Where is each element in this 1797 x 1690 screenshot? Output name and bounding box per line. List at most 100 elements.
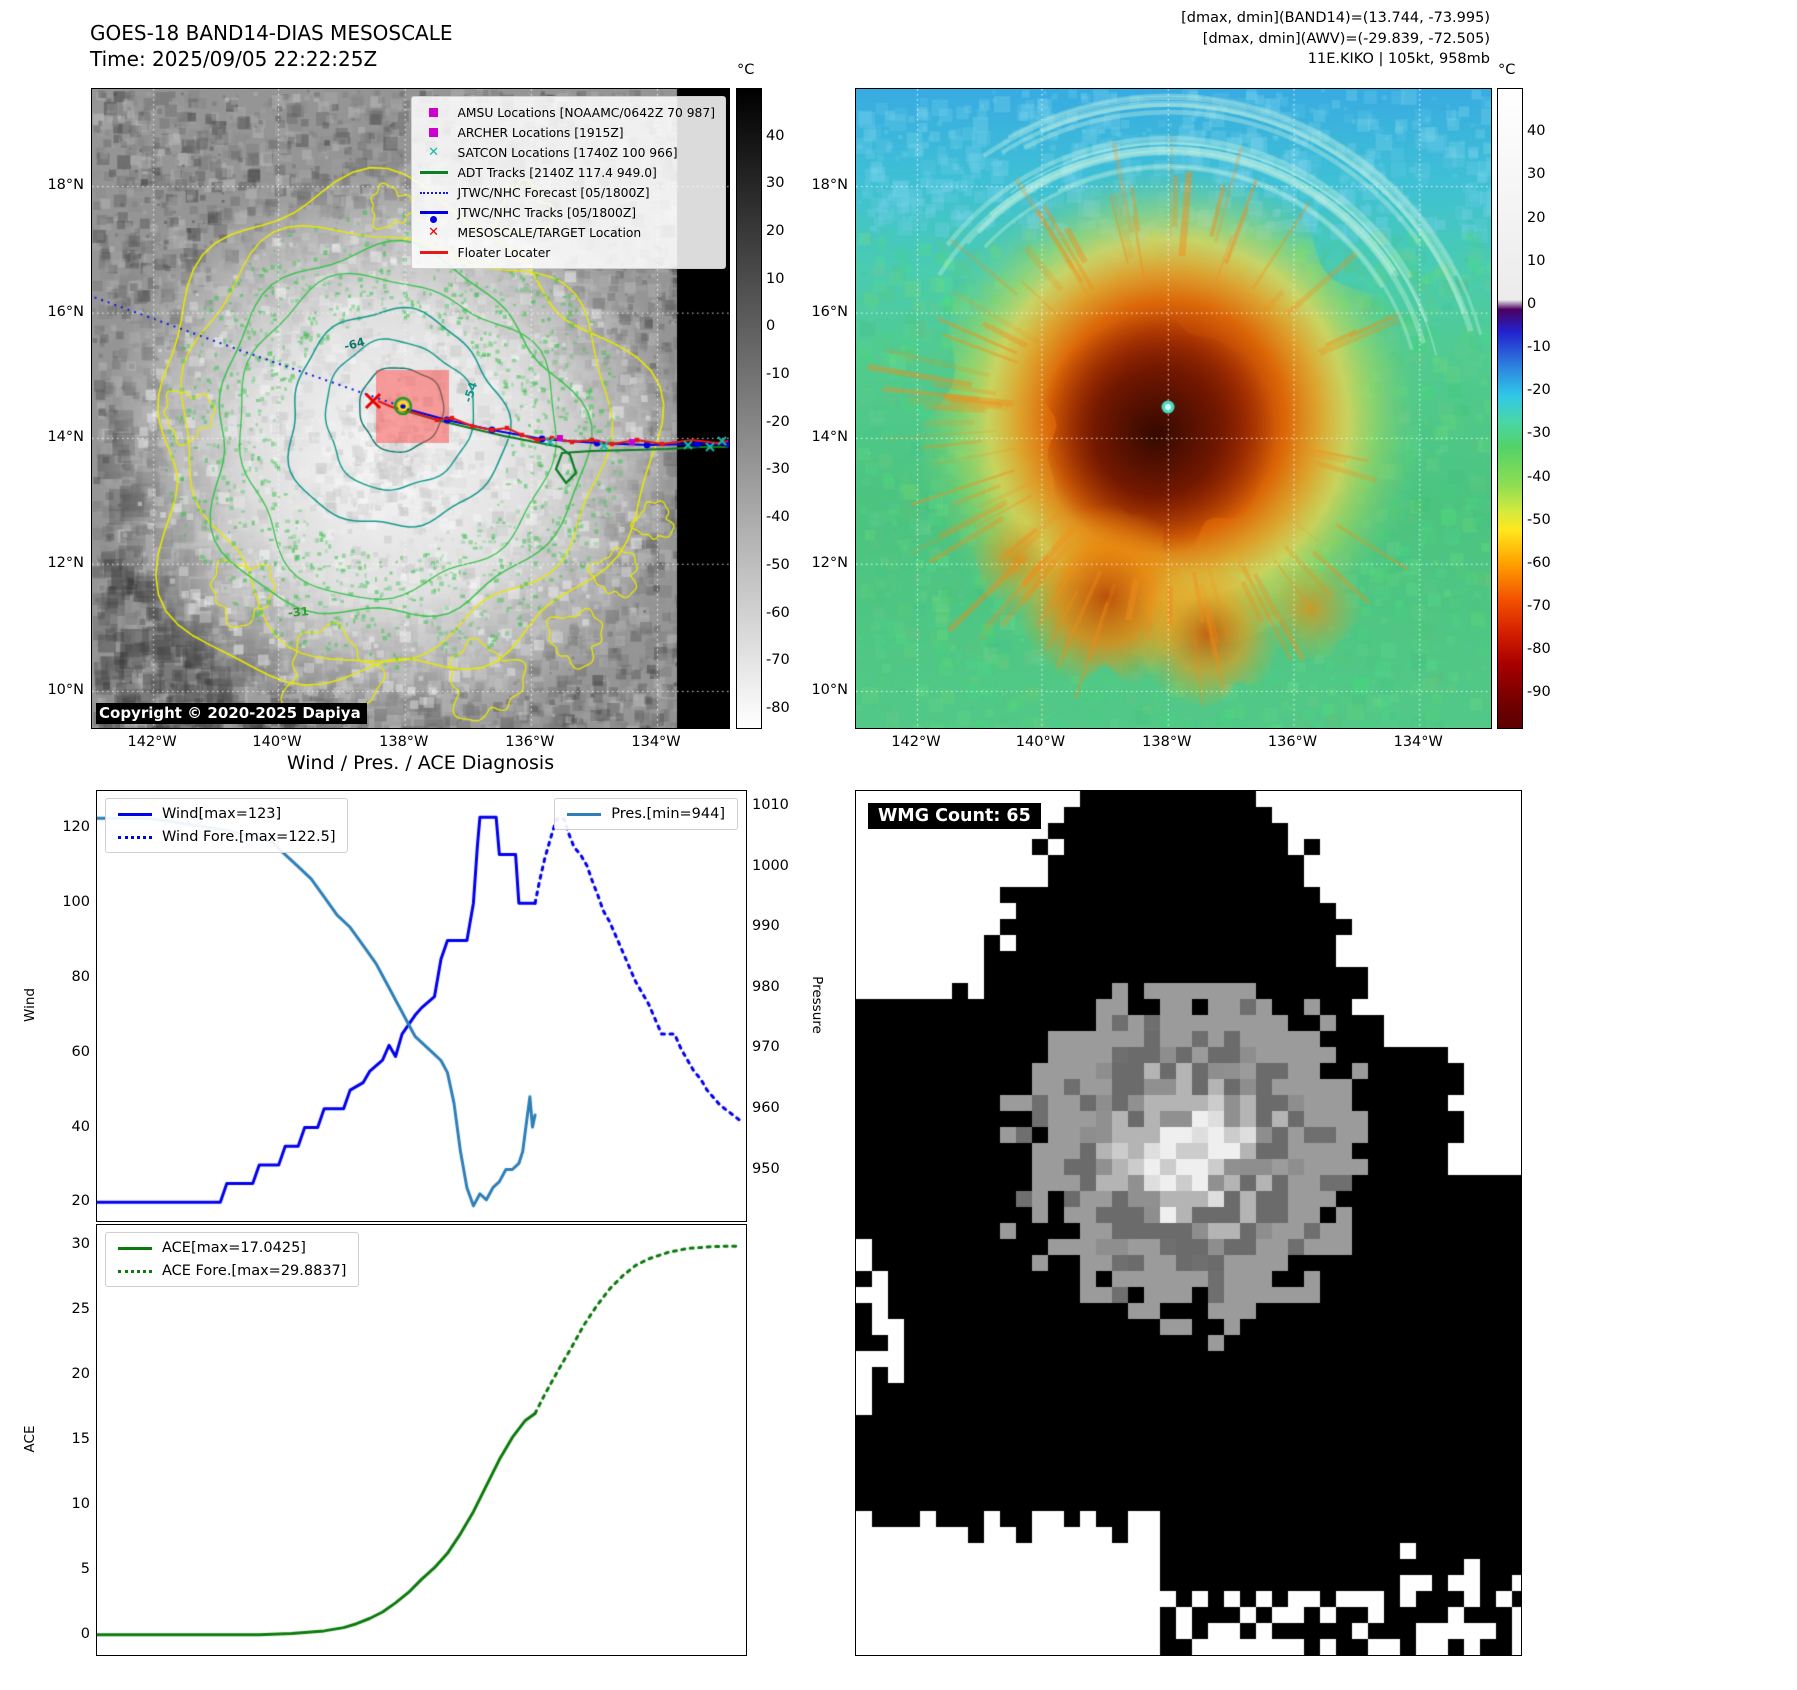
- colorbar-tick-label: -70: [766, 652, 790, 669]
- lat-tick-label: 16°N: [811, 303, 848, 320]
- colorbar-tick-label: -30: [1527, 425, 1551, 442]
- chart-tick-label: 25: [71, 1300, 90, 1317]
- colorbar-tick-label: -20: [1527, 382, 1551, 399]
- wind-y-axis: 20 40 60 80 100 120: [44, 790, 90, 1220]
- lon-tick-label: 136°W: [505, 734, 555, 750]
- chart-legend-label: ACE[max=17.0425]: [162, 1240, 306, 1256]
- legend-item: AMSU Locations [NOAAMC/0642Z 70 987]: [419, 104, 715, 121]
- colorbar-tick-label: -10: [1527, 339, 1551, 356]
- chart-legend-item: Pres.[min=944]: [567, 806, 725, 822]
- ace-plot-area: [97, 1225, 746, 1655]
- contour-label: -64: [342, 334, 367, 354]
- legend-item: ✕ MESOSCALE/TARGET Location: [419, 224, 715, 241]
- lat-tick-label: 10°N: [47, 681, 84, 698]
- colorbar-tick-label: -80: [766, 699, 790, 716]
- colorbar-tick-label: -40: [766, 509, 790, 526]
- colorbar-tick-label: -10: [766, 366, 790, 383]
- colorbar-tick-label: 40: [766, 127, 785, 144]
- chart-tick-label: 30: [71, 1235, 90, 1252]
- colorbar-tick-label: 10: [766, 270, 785, 287]
- lon-tick-label: 142°W: [127, 734, 177, 750]
- dmax-dmin-awv-text: [dmax, dmin](AWV)=(-29.839, -72.505): [1202, 30, 1490, 47]
- legend-label: Floater Locater: [457, 245, 551, 260]
- dotted-marker-icon: [419, 191, 449, 194]
- pressure-y-axis: 950 960 970 980 990 1000 1010: [752, 790, 804, 1220]
- colorbar-tick-label: -50: [766, 556, 790, 573]
- colorbar-tick-label: -60: [1527, 554, 1551, 571]
- colorbar-tick-label: 40: [1527, 123, 1546, 140]
- colorbar-tick-label: 0: [1527, 295, 1537, 312]
- legend-label: AMSU Locations [NOAAMC/0642Z 70 987]: [457, 105, 715, 120]
- square-marker-icon: [419, 128, 449, 137]
- lon-tick-label: 136°W: [1267, 734, 1318, 750]
- awv-colorbar-unit: °C: [1498, 62, 1516, 78]
- chart-legend-item: ACE[max=17.0425]: [118, 1240, 346, 1256]
- legend-label: JTWC/NHC Tracks [05/1800Z]: [457, 205, 637, 220]
- awv-lat-axis: 18°N 16°N 14°N 12°N 10°N: [788, 88, 848, 727]
- colorbar-tick-label: -40: [1527, 468, 1551, 485]
- chart-tick-label: 1010: [752, 797, 789, 814]
- chart-legend-label: Wind Fore.[max=122.5]: [162, 829, 336, 845]
- lat-tick-label: 14°N: [47, 428, 84, 445]
- awv-map: [855, 88, 1492, 729]
- chart-legend-item: ACE Fore.[max=29.8837]: [118, 1263, 346, 1279]
- lon-tick-label: 140°W: [1015, 734, 1066, 750]
- wmg-panel: WMG Count: 65: [855, 790, 1522, 1656]
- legend-item: ADT Tracks [2140Z 117.4 949.0]: [419, 164, 715, 181]
- diagnosis-title: Wind / Pres. / ACE Diagnosis: [286, 752, 555, 774]
- band14-colorbar-ticks: 40 30 20 10 0 -10 -20 -30 -40 -50 -60 -70 -80: [766, 88, 810, 727]
- storm-id-intensity-text: 11E.KIKO | 105kt, 958mb: [1307, 51, 1490, 67]
- legend-line-sample-icon: [118, 1269, 152, 1273]
- chart-legend-label: ACE Fore.[max=29.8837]: [162, 1263, 347, 1279]
- pressure-axis-label: Pressure: [809, 976, 825, 1034]
- x-marker-icon: ✕: [428, 145, 439, 160]
- copyright-watermark: Copyright © 2020-2025 Dapiya: [96, 703, 367, 724]
- colorbar-tick-label: -60: [766, 604, 790, 621]
- chart-legend-item: Wind Fore.[max=122.5]: [118, 829, 335, 845]
- legend-label: SATCON Locations [1740Z 100 966]: [457, 145, 678, 160]
- awv-colorbar-ticks: 40 30 20 10 0 -10 -20 -30 -40 -50 -60 -70 -80 -90: [1527, 88, 1571, 727]
- ace-axis-label: ACE: [22, 1425, 38, 1453]
- chart-tick-label: 60: [71, 1043, 90, 1060]
- colorbar-tick-label: -90: [1527, 684, 1551, 701]
- band14-timestamp: Time: 2025/09/05 22:22:25Z: [90, 47, 378, 71]
- colorbar-tick-label: 20: [1527, 209, 1546, 226]
- band14-lat-axis: 18°N 16°N 14°N 12°N 10°N: [24, 88, 84, 727]
- colorbar-tick-label: 0: [766, 318, 776, 335]
- chart-tick-label: 10: [71, 1496, 90, 1513]
- band14-colorbar: [736, 88, 762, 729]
- colorbar-tick-label: -70: [1527, 598, 1551, 615]
- line-marker-icon: [419, 251, 449, 254]
- legend-line-sample-icon: [118, 1246, 152, 1250]
- chart-tick-label: 1000: [752, 857, 789, 874]
- legend-item: Floater Locater: [419, 244, 715, 261]
- legend-item: JTWC/NHC Forecast [05/1800Z]: [419, 184, 715, 201]
- awv-header: [dmax, dmin](BAND14)=(13.744, -73.995) […: [990, 8, 1490, 70]
- chart-tick-label: 20: [71, 1193, 90, 1210]
- wind-axis-label: Wind: [22, 988, 38, 1022]
- chart-tick-label: 0: [80, 1626, 90, 1643]
- legend-item: JTWC/NHC Tracks [05/1800Z]: [419, 204, 715, 224]
- wind-pressure-chart: Wind[max=123] Wind Fore.[max=122.5] Pres.…: [96, 790, 747, 1222]
- chart-tick-label: 15: [71, 1431, 90, 1447]
- x-marker-icon: ✕: [428, 225, 439, 240]
- legend-label: ADT Tracks [2140Z 117.4 949.0]: [457, 165, 657, 180]
- lat-tick-label: 18°N: [811, 177, 848, 194]
- lon-tick-label: 138°W: [379, 734, 429, 750]
- chart-tick-label: 100: [62, 894, 90, 911]
- chart-tick-label: 950: [752, 1160, 780, 1177]
- wind-legend: Wind[max=123] Wind Fore.[max=122.5]: [105, 798, 349, 853]
- wmg-pixel-image: [856, 791, 1521, 1655]
- lat-tick-label: 14°N: [811, 428, 848, 445]
- band14-map: AMSU Locations [NOAAMC/0642Z 70 987] ARCH…: [91, 88, 730, 729]
- chart-tick-label: 40: [71, 1118, 90, 1135]
- band14-colorbar-unit: °C: [737, 62, 755, 78]
- colorbar-tick-label: 30: [766, 175, 785, 192]
- lon-tick-label: 138°W: [1142, 734, 1192, 750]
- awv-satellite-image: [856, 89, 1491, 728]
- chart-tick-label: 980: [752, 978, 780, 995]
- ace-legend: ACE[max=17.0425] ACE Fore.[max=29.8837]: [105, 1232, 360, 1287]
- legend-label: ARCHER Locations [1915Z]: [457, 125, 624, 140]
- colorbar-tick-label: -30: [766, 461, 790, 478]
- lat-tick-label: 12°N: [47, 554, 84, 571]
